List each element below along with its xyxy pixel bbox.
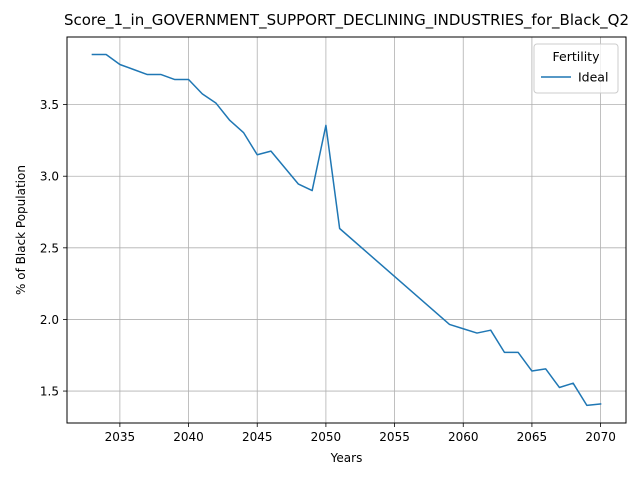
x-tick-label: 2055 — [379, 430, 410, 444]
y-axis-label: % of Black Population — [14, 165, 28, 295]
legend-label-ideal: Ideal — [578, 70, 608, 85]
x-tick-label: 2065 — [517, 430, 548, 444]
y-tick-label: 3.0 — [40, 170, 59, 184]
y-tick-label: 2.0 — [40, 313, 59, 327]
x-tick-label: 2035 — [105, 430, 136, 444]
axis-ticks: 2035 2040 2045 2050 2055 2060 2065 2070 1.5 2.0 2.… — [40, 98, 616, 444]
plot-frame — [66, 36, 627, 424]
chart-title: Score_1_in_GOVERNMENT_SUPPORT_DECLINING_… — [64, 11, 629, 30]
series-line-ideal — [91, 53, 602, 407]
y-tick-label: 1.5 — [40, 385, 59, 399]
series-lines — [91, 53, 602, 407]
x-axis-label: Years — [330, 451, 363, 465]
x-tick-label: 2050 — [311, 430, 342, 444]
legend: Fertility Ideal — [533, 43, 619, 94]
x-tick-label: 2040 — [173, 430, 204, 444]
grid — [67, 37, 626, 423]
y-tick-label: 2.5 — [40, 241, 59, 255]
y-tick-label: 3.5 — [40, 98, 59, 112]
legend-box — [533, 43, 619, 94]
x-tick-label: 2060 — [448, 430, 479, 444]
legend-title: Fertility — [553, 49, 601, 64]
x-tick-label: 2070 — [585, 430, 616, 444]
x-tick-label: 2045 — [242, 430, 273, 444]
